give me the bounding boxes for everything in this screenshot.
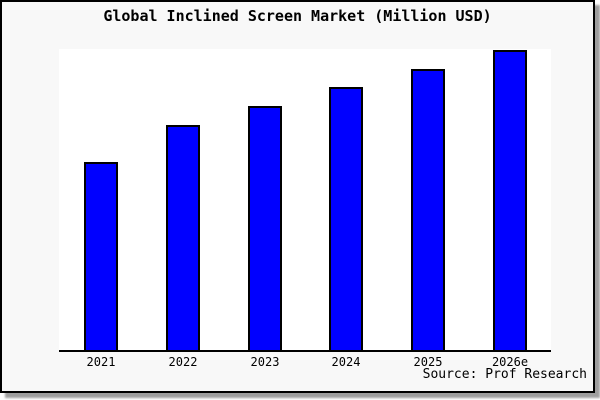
- bar-2023: [248, 106, 282, 350]
- chart-title: Global Inclined Screen Market (Million U…: [103, 7, 492, 25]
- plot-area: [59, 49, 551, 352]
- x-tick-label-2026e: 2026e: [491, 355, 529, 369]
- bar-2026e: [493, 50, 527, 350]
- chart-frame: Global Inclined Screen Market (Million U…: [0, 0, 595, 393]
- bar-2024: [329, 87, 363, 350]
- source-credit: Source: Prof Research: [422, 367, 587, 382]
- x-axis-labels: 2021 2022 2023 2024 2025 2026e: [59, 355, 551, 371]
- x-tick-label-2025: 2025: [413, 355, 443, 369]
- bar-2021: [84, 162, 118, 350]
- x-tick-label-2024: 2024: [331, 355, 361, 369]
- x-tick-label-2021: 2021: [86, 355, 116, 369]
- x-tick-label-2023: 2023: [250, 355, 280, 369]
- bar-2022: [166, 125, 200, 350]
- x-tick-label-2022: 2022: [168, 355, 198, 369]
- bar-2025: [411, 69, 445, 350]
